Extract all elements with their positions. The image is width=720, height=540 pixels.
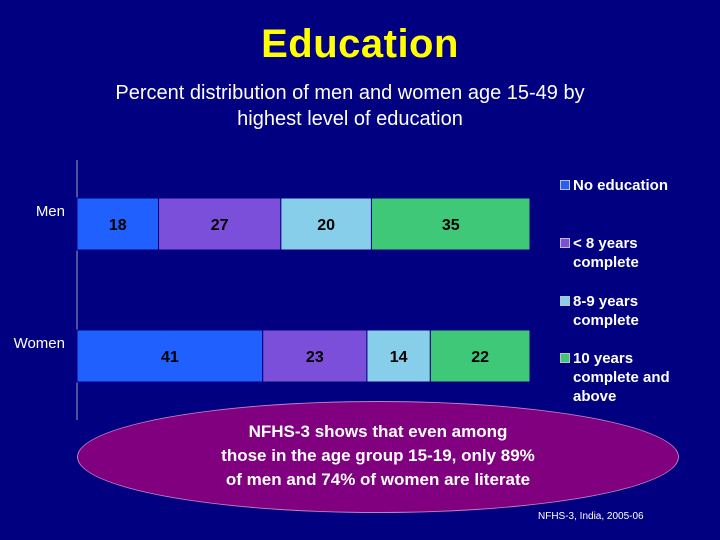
- category-label-men: Men: [36, 203, 65, 220]
- legend-label-line: 8-9 years: [573, 293, 639, 310]
- callout-line-1: NFHS-3 shows that even among: [248, 422, 508, 441]
- slide-title: Education: [261, 22, 459, 66]
- legend-swatch-8-9-years: [560, 296, 570, 306]
- legend-label-line: above: [573, 388, 617, 405]
- callout-text: NFHS-3 shows that even among those in th…: [77, 420, 679, 492]
- chart-subtitle: Percent distribution of men and women ag…: [60, 80, 640, 132]
- data-label-men-2: 20: [317, 217, 335, 234]
- callout-line-3: of men and 74% of women are literate: [225, 470, 531, 489]
- bar-segment-men-1: [158, 197, 282, 251]
- data-label-men-1: 27: [211, 217, 229, 234]
- bar-segment-women-0: [76, 329, 264, 383]
- legend-swatch-no-education: [560, 180, 570, 190]
- category-label-women: Women: [14, 335, 65, 352]
- legend-label-line: No education: [573, 177, 669, 194]
- subtitle-line-1: Percent distribution of men and women ag…: [115, 82, 585, 104]
- legend-label-line: 10 years: [573, 350, 634, 367]
- data-label-men-0: 18: [109, 217, 127, 234]
- legend-swatch-under-8-years: [560, 238, 570, 248]
- bar-segment-women-3: [429, 329, 531, 383]
- legend-label-line: complete: [573, 254, 639, 271]
- legend-swatch-10-years-and-above: [560, 353, 570, 363]
- callout-line-2: those in the age group 15-19, only 89%: [221, 446, 535, 465]
- bar-segment-women-1: [262, 329, 368, 383]
- legend-label-line: < 8 years: [573, 235, 638, 252]
- data-label-women-3: 22: [471, 349, 489, 366]
- data-label-women-1: 23: [306, 349, 324, 366]
- data-label-women-2: 14: [390, 349, 408, 366]
- data-label-men-3: 35: [442, 217, 460, 234]
- callout-ellipse: [77, 401, 679, 513]
- bar-segment-men-3: [370, 197, 531, 251]
- subtitle-line-2: highest level of education: [237, 108, 463, 130]
- source-note: NFHS-3, India, 2005-06: [538, 511, 644, 522]
- legend-label-line: complete and: [573, 369, 670, 386]
- data-label-women-0: 41: [161, 349, 179, 366]
- legend-label-line: complete: [573, 312, 639, 329]
- bar-segment-women-2: [366, 329, 431, 383]
